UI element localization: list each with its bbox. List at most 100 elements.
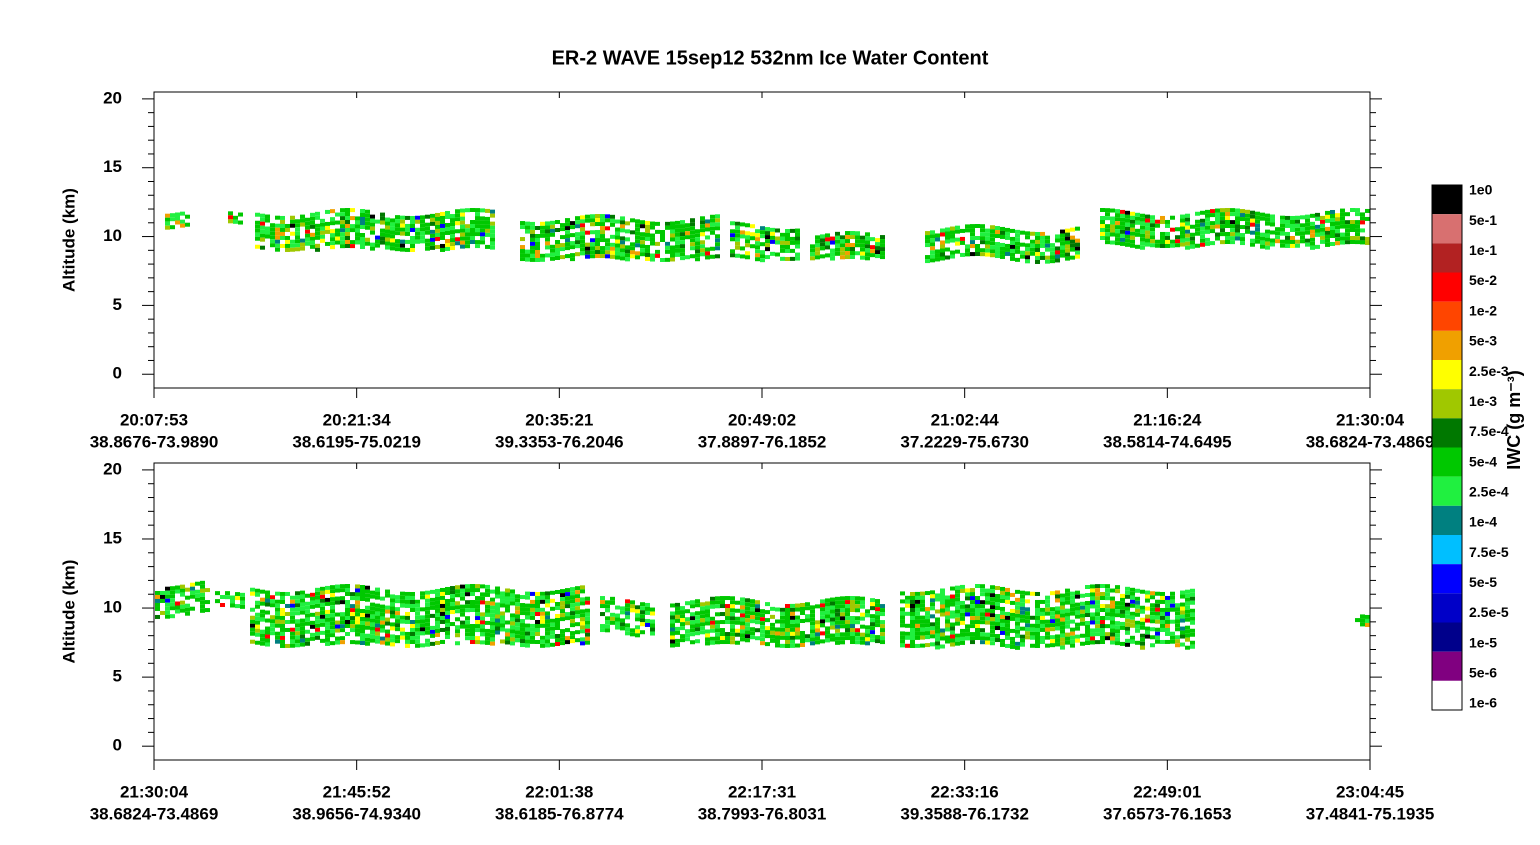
cloud-cell bbox=[910, 595, 915, 600]
cloud-cell bbox=[1045, 247, 1050, 252]
cloud-cell bbox=[1130, 231, 1135, 236]
cloud-cell bbox=[620, 244, 625, 249]
cloud-cell bbox=[1115, 213, 1120, 218]
cloud-cell bbox=[420, 227, 425, 232]
cloud-cell bbox=[860, 624, 865, 629]
cloud-cell bbox=[400, 615, 405, 620]
cloud-cell bbox=[250, 587, 255, 592]
cloud-cell bbox=[645, 622, 650, 627]
cloud-cell bbox=[555, 642, 560, 647]
cloud-cell bbox=[1030, 591, 1035, 596]
cloud-cell bbox=[460, 588, 465, 593]
cloud-cell bbox=[565, 226, 570, 231]
cloud-cell bbox=[705, 251, 710, 256]
cloud-cell bbox=[635, 223, 640, 228]
cloud-cell bbox=[485, 640, 490, 645]
cloud-cell bbox=[470, 624, 475, 629]
cloud-cell bbox=[310, 220, 315, 225]
cloud-cell bbox=[1155, 607, 1160, 612]
cloud-cell bbox=[915, 595, 920, 600]
cloud-cell bbox=[1040, 607, 1045, 612]
cloud-cell bbox=[670, 229, 675, 234]
colorbar-tick-label: 1e-1 bbox=[1469, 242, 1497, 258]
cloud-cell bbox=[1060, 633, 1065, 638]
cloud-cell bbox=[335, 612, 340, 617]
cloud-cell bbox=[1140, 213, 1145, 218]
cloud-cell bbox=[1360, 614, 1365, 619]
cloud-cell bbox=[580, 585, 585, 590]
cloud-cell bbox=[490, 241, 495, 246]
cloud-cell bbox=[325, 585, 330, 590]
cloud-cell bbox=[175, 220, 180, 225]
cloud-cell bbox=[490, 237, 495, 242]
cloud-cell bbox=[385, 637, 390, 642]
cloud-cell bbox=[1065, 612, 1070, 617]
cloud-cell bbox=[1085, 629, 1090, 634]
colorbar-swatch bbox=[1432, 330, 1462, 360]
cloud-cell bbox=[855, 235, 860, 240]
cloud-cell bbox=[1350, 208, 1355, 213]
cloud-cell bbox=[975, 624, 980, 629]
cloud-cell bbox=[950, 254, 955, 259]
cloud-cell bbox=[935, 597, 940, 602]
cloud-cell bbox=[815, 628, 820, 633]
cloud-cell bbox=[405, 639, 410, 644]
cloud-cell bbox=[675, 228, 680, 233]
cloud-cell bbox=[1125, 226, 1130, 231]
cloud-cell bbox=[1240, 237, 1245, 242]
cloud-cell bbox=[315, 587, 320, 592]
cloud-cell bbox=[1030, 231, 1035, 236]
cloud-cell bbox=[395, 231, 400, 236]
cloud-cell bbox=[1210, 209, 1215, 214]
cloud-cell bbox=[980, 240, 985, 245]
cloud-cell bbox=[1055, 254, 1060, 259]
cloud-cell bbox=[290, 607, 295, 612]
colorbar-tick-label: 1e0 bbox=[1469, 182, 1493, 198]
cloud-cell bbox=[565, 588, 570, 593]
cloud-cell bbox=[1355, 232, 1360, 237]
cloud-cell bbox=[330, 229, 335, 234]
cloud-cell bbox=[745, 638, 750, 643]
cloud-cell bbox=[520, 607, 525, 612]
cloud-cell bbox=[545, 619, 550, 624]
cloud-cell bbox=[550, 232, 555, 237]
cloud-cell bbox=[985, 236, 990, 241]
cloud-cell bbox=[765, 255, 770, 260]
cloud-cell bbox=[740, 597, 745, 602]
cloud-cell bbox=[880, 604, 885, 609]
cloud-cell bbox=[495, 606, 500, 611]
cloud-cell bbox=[1100, 236, 1105, 241]
cloud-cell bbox=[995, 234, 1000, 239]
cloud-cell bbox=[640, 224, 645, 229]
cloud-cell bbox=[1015, 613, 1020, 618]
cloud-cell bbox=[1020, 614, 1025, 619]
cloud-cell bbox=[205, 608, 210, 613]
cloud-cell bbox=[315, 631, 320, 636]
cloud-cell bbox=[345, 212, 350, 217]
cloud-cell bbox=[905, 595, 910, 600]
cloud-cell bbox=[540, 229, 545, 234]
cloud-cell bbox=[950, 630, 955, 635]
cloud-cell bbox=[440, 215, 445, 220]
cloud-cell bbox=[495, 630, 500, 635]
cloud-cell bbox=[265, 602, 270, 607]
cloud-cell bbox=[345, 620, 350, 625]
cloud-cell bbox=[1290, 219, 1295, 224]
cloud-cell bbox=[715, 226, 720, 231]
cloud-cell bbox=[1095, 628, 1100, 633]
cloud-cell bbox=[1035, 259, 1040, 264]
cloud-cell bbox=[1210, 221, 1215, 226]
cloud-cell bbox=[530, 237, 535, 242]
cloud-cell bbox=[860, 632, 865, 637]
cloud-cell bbox=[1250, 218, 1255, 223]
cloud-cell bbox=[1115, 601, 1120, 606]
cloud-cell bbox=[545, 603, 550, 608]
cloud-cell bbox=[275, 599, 280, 604]
cloud-cell bbox=[375, 627, 380, 632]
cloud-cell bbox=[235, 596, 240, 601]
cloud-cell bbox=[475, 600, 480, 605]
cloud-cell bbox=[400, 635, 405, 640]
cloud-cell bbox=[385, 589, 390, 594]
colorbar-swatch bbox=[1432, 389, 1462, 419]
cloud-cell bbox=[560, 247, 565, 252]
